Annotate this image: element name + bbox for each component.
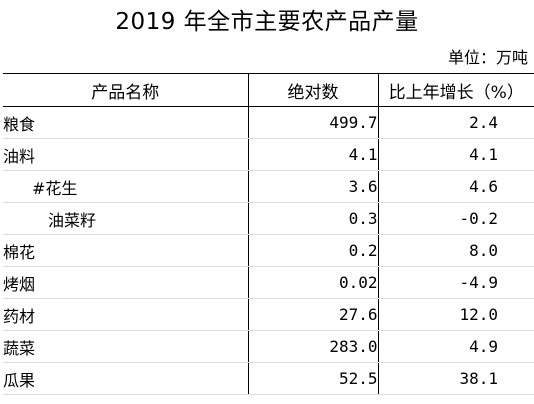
page-title: 2019 年全市主要农产品产量 <box>115 9 419 35</box>
row-absolute: 52.5 <box>247 362 379 395</box>
table-row: #花生 3.6 4.6 <box>3 170 534 203</box>
header-absolute-value: 绝对数 <box>247 73 379 107</box>
row-growth: 4.9 <box>377 330 534 363</box>
row-name: 药材 <box>3 298 249 331</box>
table-row: 油菜籽 0.3 -0.2 <box>3 202 534 235</box>
row-absolute: 0.3 <box>247 202 379 235</box>
row-absolute: 0.2 <box>247 234 379 267</box>
row-growth: -0.2 <box>377 202 534 235</box>
row-name: 棉花 <box>3 234 249 267</box>
row-growth: 4.6 <box>377 170 534 203</box>
unit-label: 单位：万吨 <box>447 48 528 67</box>
table-row: 棉花 0.2 8.0 <box>3 234 534 267</box>
row-absolute: 27.6 <box>247 298 379 331</box>
table-row: 油料 4.1 4.1 <box>3 138 534 171</box>
table-row: 瓜果 52.5 38.1 <box>3 362 534 395</box>
table-row: 蔬菜 283.0 4.9 <box>3 330 534 363</box>
table-header-row: 产品名称 绝对数 比上年增长（%） <box>3 73 534 107</box>
header-growth-rate: 比上年增长（%） <box>377 73 534 107</box>
row-name: 油菜籽 <box>3 202 249 235</box>
row-absolute: 499.7 <box>247 106 379 139</box>
row-name: 瓜果 <box>3 362 249 395</box>
row-growth: 8.0 <box>377 234 534 267</box>
table-row: 烤烟 0.02 -4.9 <box>3 266 534 299</box>
row-name: 粮食 <box>3 106 249 139</box>
row-growth: 4.1 <box>377 138 534 171</box>
header-product-name: 产品名称 <box>3 73 249 107</box>
row-name: 烤烟 <box>3 266 249 299</box>
row-growth: 2.4 <box>377 106 534 139</box>
row-name: 油料 <box>3 138 249 171</box>
table-row: 药材 27.6 12.0 <box>3 298 534 331</box>
row-name: #花生 <box>3 170 249 203</box>
row-growth: 38.1 <box>377 362 534 395</box>
row-absolute: 0.02 <box>247 266 379 299</box>
row-name: 蔬菜 <box>3 330 249 363</box>
row-growth: -4.9 <box>377 266 534 299</box>
production-table: 产品名称 绝对数 比上年增长（%） 粮食 499.7 2.4 油料 4.1 4.… <box>3 73 534 395</box>
row-absolute: 3.6 <box>247 170 379 203</box>
row-growth: 12.0 <box>377 298 534 331</box>
row-absolute: 4.1 <box>247 138 379 171</box>
row-absolute: 283.0 <box>247 330 379 363</box>
table-row: 粮食 499.7 2.4 <box>3 106 534 139</box>
